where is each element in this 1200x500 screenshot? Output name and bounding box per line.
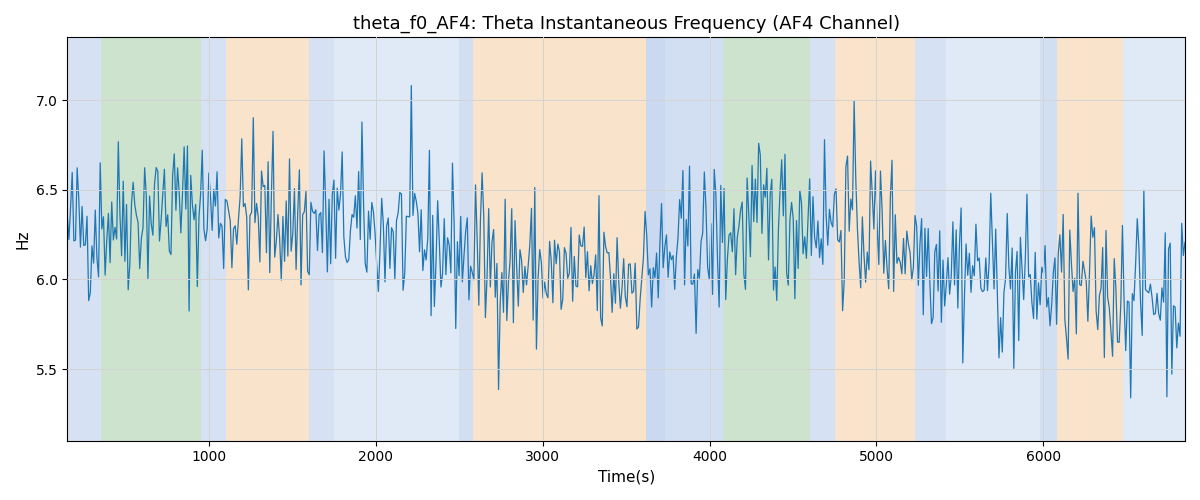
Bar [1056, 38, 1123, 440]
Bar [200, 38, 226, 440]
Y-axis label: Hz: Hz [16, 230, 30, 249]
Bar [310, 38, 334, 440]
Bar [914, 38, 947, 440]
Bar [1123, 38, 1186, 440]
Bar [722, 38, 810, 440]
Bar [665, 38, 722, 440]
Bar [810, 38, 835, 440]
X-axis label: Time(s): Time(s) [598, 470, 655, 485]
Title: theta_f0_AF4: Theta Instantaneous Frequency (AF4 Channel): theta_f0_AF4: Theta Instantaneous Freque… [353, 15, 900, 34]
Bar [334, 38, 460, 440]
Bar [835, 38, 914, 440]
Bar [226, 38, 310, 440]
Bar [460, 38, 473, 440]
Bar [67, 38, 101, 440]
Bar [947, 38, 1040, 440]
Bar [473, 38, 646, 440]
Bar [101, 38, 200, 440]
Bar [646, 38, 665, 440]
Bar [1040, 38, 1056, 440]
